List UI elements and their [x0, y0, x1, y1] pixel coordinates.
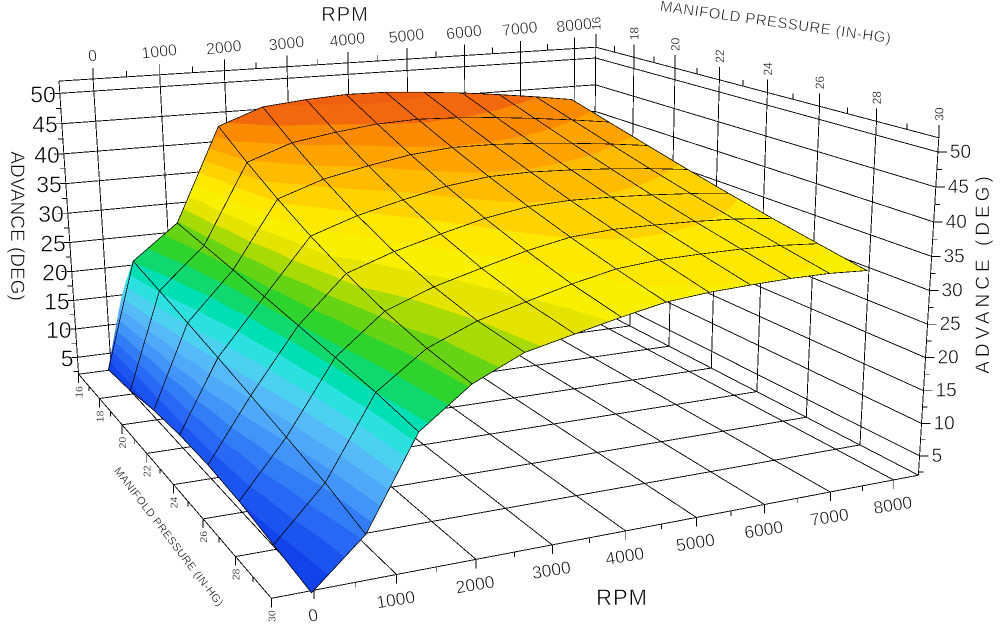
- svg-text:50: 50: [30, 81, 56, 107]
- svg-text:24: 24: [169, 496, 181, 508]
- svg-text:8000: 8000: [556, 16, 593, 37]
- svg-text:0: 0: [307, 605, 320, 626]
- svg-text:7000: 7000: [501, 19, 538, 40]
- svg-text:ADVANCE (DEG): ADVANCE (DEG): [6, 151, 27, 301]
- svg-text:30: 30: [38, 201, 64, 227]
- svg-text:16: 16: [74, 386, 86, 398]
- svg-text:3000: 3000: [268, 34, 305, 55]
- svg-text:40: 40: [946, 212, 967, 233]
- svg-text:30: 30: [932, 107, 946, 121]
- svg-text:5: 5: [932, 446, 943, 467]
- svg-text:50: 50: [950, 142, 971, 163]
- svg-text:25: 25: [940, 314, 961, 335]
- svg-text:26: 26: [813, 76, 827, 90]
- svg-text:20: 20: [42, 260, 68, 286]
- svg-text:45: 45: [948, 177, 969, 198]
- svg-text:4000: 4000: [329, 30, 366, 51]
- svg-text:5000: 5000: [388, 26, 425, 47]
- svg-text:22: 22: [142, 465, 154, 477]
- svg-text:22: 22: [713, 49, 727, 63]
- svg-text:RPM: RPM: [321, 4, 368, 26]
- svg-text:20: 20: [938, 348, 959, 369]
- svg-text:30: 30: [266, 610, 278, 622]
- svg-text:5: 5: [61, 345, 74, 371]
- svg-text:3000: 3000: [531, 557, 573, 583]
- svg-text:20: 20: [669, 37, 683, 51]
- svg-text:RPM: RPM: [596, 585, 648, 610]
- svg-text:28: 28: [231, 568, 243, 580]
- svg-text:ADVANCE (DEG): ADVANCE (DEG): [973, 172, 994, 374]
- svg-text:25: 25: [40, 231, 66, 257]
- svg-text:45: 45: [32, 112, 58, 138]
- svg-text:20: 20: [117, 437, 129, 449]
- svg-text:0: 0: [87, 48, 98, 66]
- svg-text:15: 15: [44, 288, 70, 314]
- svg-text:24: 24: [761, 62, 775, 76]
- svg-text:35: 35: [36, 172, 62, 198]
- svg-text:2000: 2000: [205, 38, 242, 59]
- svg-text:30: 30: [942, 281, 963, 302]
- svg-text:1000: 1000: [141, 42, 178, 63]
- svg-text:35: 35: [944, 246, 965, 267]
- svg-text:18: 18: [628, 27, 642, 41]
- svg-text:28: 28: [870, 91, 884, 105]
- svg-text:26: 26: [198, 531, 210, 543]
- svg-text:15: 15: [936, 381, 957, 402]
- svg-text:16: 16: [589, 17, 603, 31]
- svg-text:18: 18: [95, 410, 107, 422]
- svg-text:40: 40: [34, 142, 60, 168]
- svg-text:6000: 6000: [445, 23, 482, 44]
- svg-text:10: 10: [934, 413, 955, 434]
- svg-text:10: 10: [46, 317, 72, 343]
